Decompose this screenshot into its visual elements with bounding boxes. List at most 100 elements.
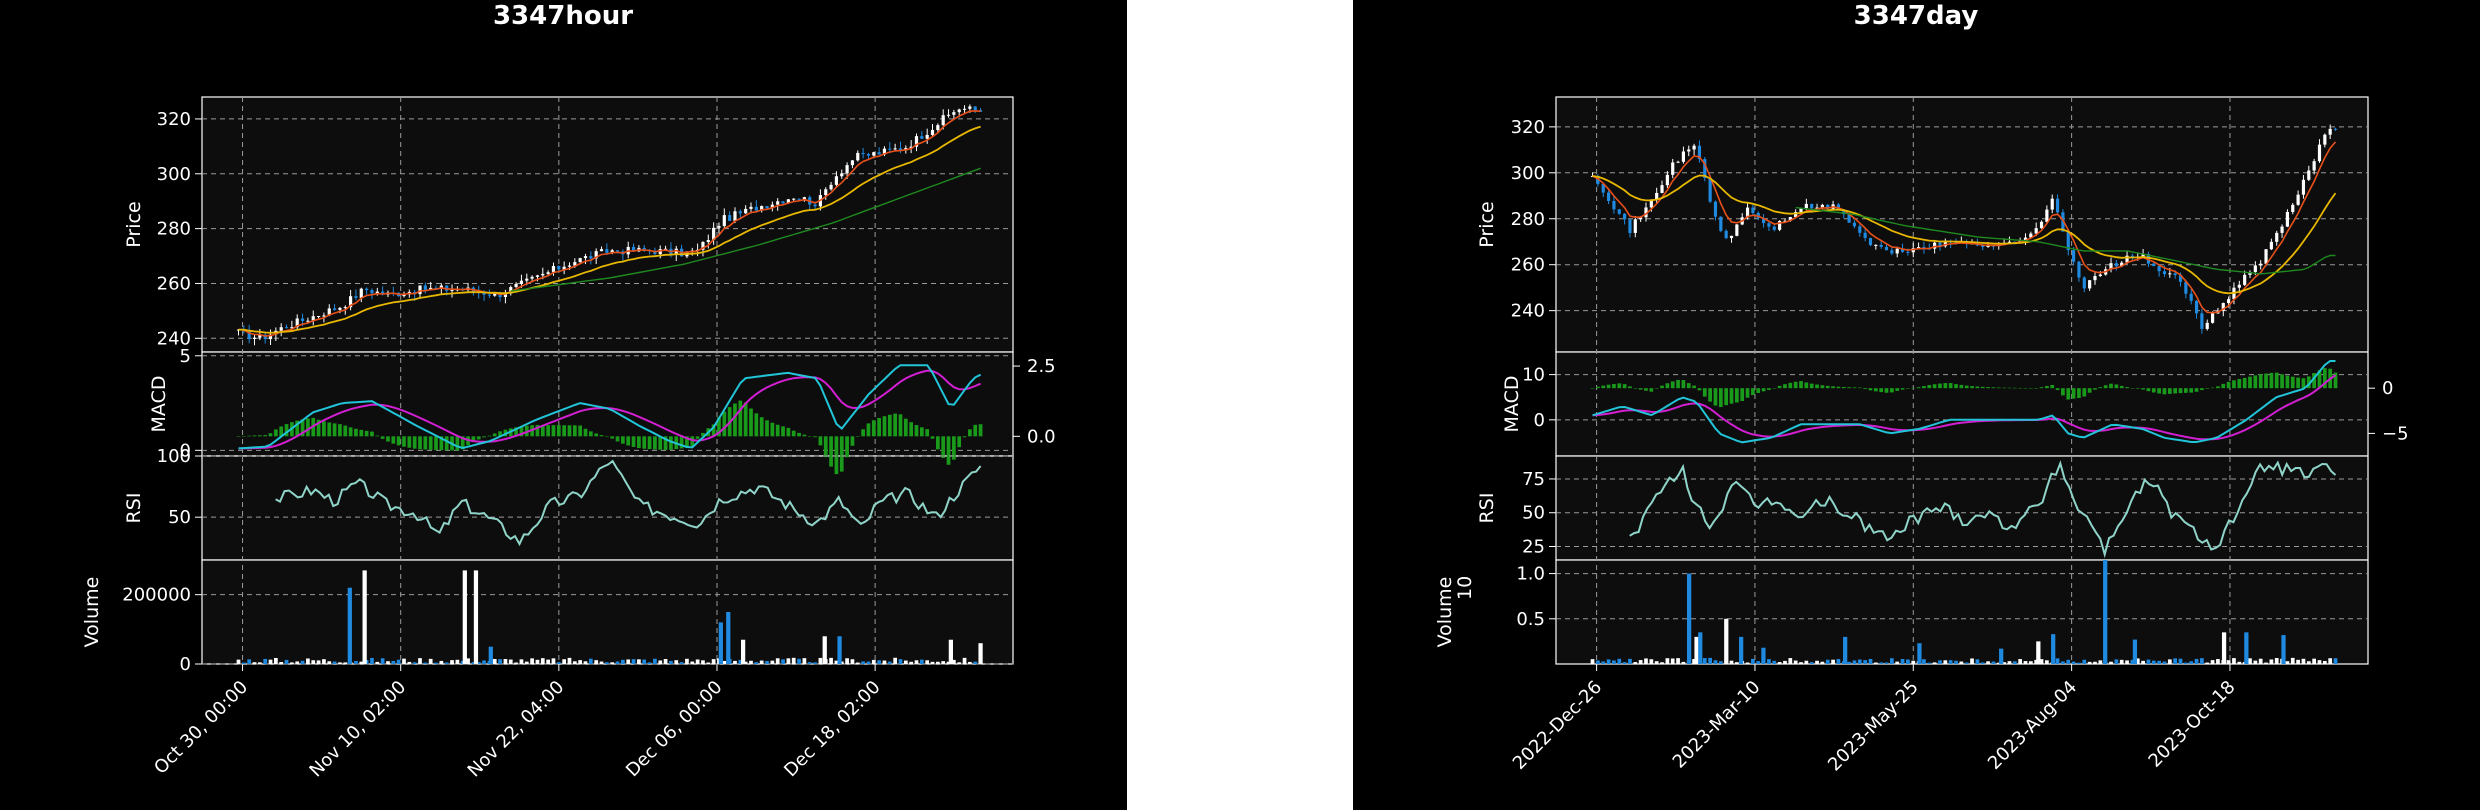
candle (599, 249, 604, 252)
volume-bar (2200, 658, 2204, 664)
volume-bar (822, 636, 827, 664)
macd-hist-bar (1670, 381, 1675, 389)
volume-bar (1676, 658, 1680, 664)
rsi-tick-label: 100 (157, 446, 191, 467)
candle (482, 292, 486, 295)
volume-bar (396, 659, 401, 664)
candle (1900, 248, 1905, 252)
candle (1804, 203, 1808, 209)
candle (813, 204, 817, 207)
macd-hist-bar (375, 435, 380, 437)
candle (2168, 273, 2172, 275)
volume-bar (1980, 662, 1985, 664)
volume-bar (1906, 659, 1910, 664)
panel-rsi (201, 455, 1014, 561)
volume-bar (1922, 659, 1926, 664)
macd-hist-bar (1975, 386, 1980, 389)
macd-hist-bar (391, 436, 396, 444)
macd-hist-bar (914, 425, 919, 437)
volume-bar (359, 661, 364, 664)
volume-bar (615, 661, 620, 664)
macd-hist-bar (626, 436, 631, 446)
volume-bar (1612, 660, 1616, 664)
volume-bar (1692, 659, 1696, 664)
candle (1884, 246, 1889, 251)
macd-hist-bar (338, 424, 342, 437)
volume-bar (2125, 660, 2129, 664)
candle (2291, 204, 2295, 212)
macd-hist-bar (482, 436, 486, 438)
macd-hist-bar (1847, 387, 1851, 389)
volume-bar (1702, 658, 1707, 664)
volume-axis-label: Volume (81, 577, 103, 648)
macd-hist-bar (1756, 388, 1761, 393)
volume-bar (807, 662, 812, 664)
volume-bar (2317, 660, 2322, 664)
candle (519, 280, 524, 284)
volume-bar (759, 660, 764, 664)
macd-hist-bar (887, 414, 892, 437)
macd-hist-bar (919, 427, 924, 437)
volume-bar (1852, 660, 1857, 664)
macd-hist-bar (2012, 387, 2017, 389)
volume-bar (1884, 662, 1889, 664)
candle (2050, 198, 2054, 210)
macd-hist-bar (487, 435, 492, 437)
macd-hist-bar (556, 425, 561, 437)
chart-day: 3347day 2022-Dec-26 2023-Mar-10 2023-May-25… (1434, 1, 2409, 775)
candle (1922, 247, 1926, 249)
candle (749, 206, 753, 209)
candle (957, 109, 961, 113)
macd-hist-bar (2285, 375, 2290, 389)
macd-hist-bar (279, 426, 284, 437)
candle (893, 148, 897, 150)
volume-bar (2130, 659, 2135, 664)
candle (573, 262, 577, 266)
candle (2109, 263, 2113, 270)
macd-hist-bar (1612, 383, 1616, 389)
volume-bar (653, 658, 657, 664)
macd-hist-bar (733, 403, 737, 437)
volume-bar (476, 662, 481, 664)
volume-bar (2157, 660, 2161, 664)
candle (642, 247, 646, 251)
candle (2173, 273, 2177, 276)
macd-tick-label: 0 (1534, 410, 1545, 431)
candle (2066, 231, 2070, 251)
volume-bar (738, 659, 743, 664)
volume-bar (2093, 661, 2097, 664)
candle (898, 148, 903, 151)
macd-hist-bar (2189, 388, 2194, 393)
volume-bar (898, 659, 903, 664)
volume-bar (743, 661, 748, 664)
candle (605, 249, 609, 253)
volume-bar (514, 662, 518, 664)
volume-tick-label: 0 (180, 654, 191, 675)
macd-hist-bar (274, 429, 278, 437)
candle (946, 114, 951, 116)
macd-hist-bar (1692, 385, 1696, 389)
volume-bar (605, 662, 609, 664)
macd-hist-bar (855, 436, 860, 437)
candle (888, 148, 892, 150)
candle (2210, 313, 2215, 323)
candle (2093, 276, 2097, 281)
volume-bar (1843, 636, 1848, 664)
macd-hist-bar (444, 436, 449, 451)
candle (797, 198, 801, 200)
volume-bar (845, 658, 849, 664)
ma-mid-line (1592, 174, 2337, 295)
x-tick-label: Nov 22, 04:00 (464, 677, 569, 782)
macd-hist-bar (2130, 388, 2135, 389)
macd-hist-bar (621, 436, 625, 444)
macd-hist-bar (1852, 387, 1857, 389)
chart-panel-hour: 3347hour Oct 30, 00:00 Nov 10, 02:00 Nov 22… (0, 0, 1127, 810)
volume-bar (1804, 660, 1809, 664)
candle (2157, 266, 2161, 272)
macd-hist-bar (2098, 387, 2103, 389)
macd-hist-bar (2301, 378, 2306, 389)
macd-hist-bar (642, 436, 647, 449)
volume-bar (1879, 662, 1884, 664)
macd-hist-bar (471, 436, 476, 442)
macd-hist-bar (610, 436, 615, 439)
